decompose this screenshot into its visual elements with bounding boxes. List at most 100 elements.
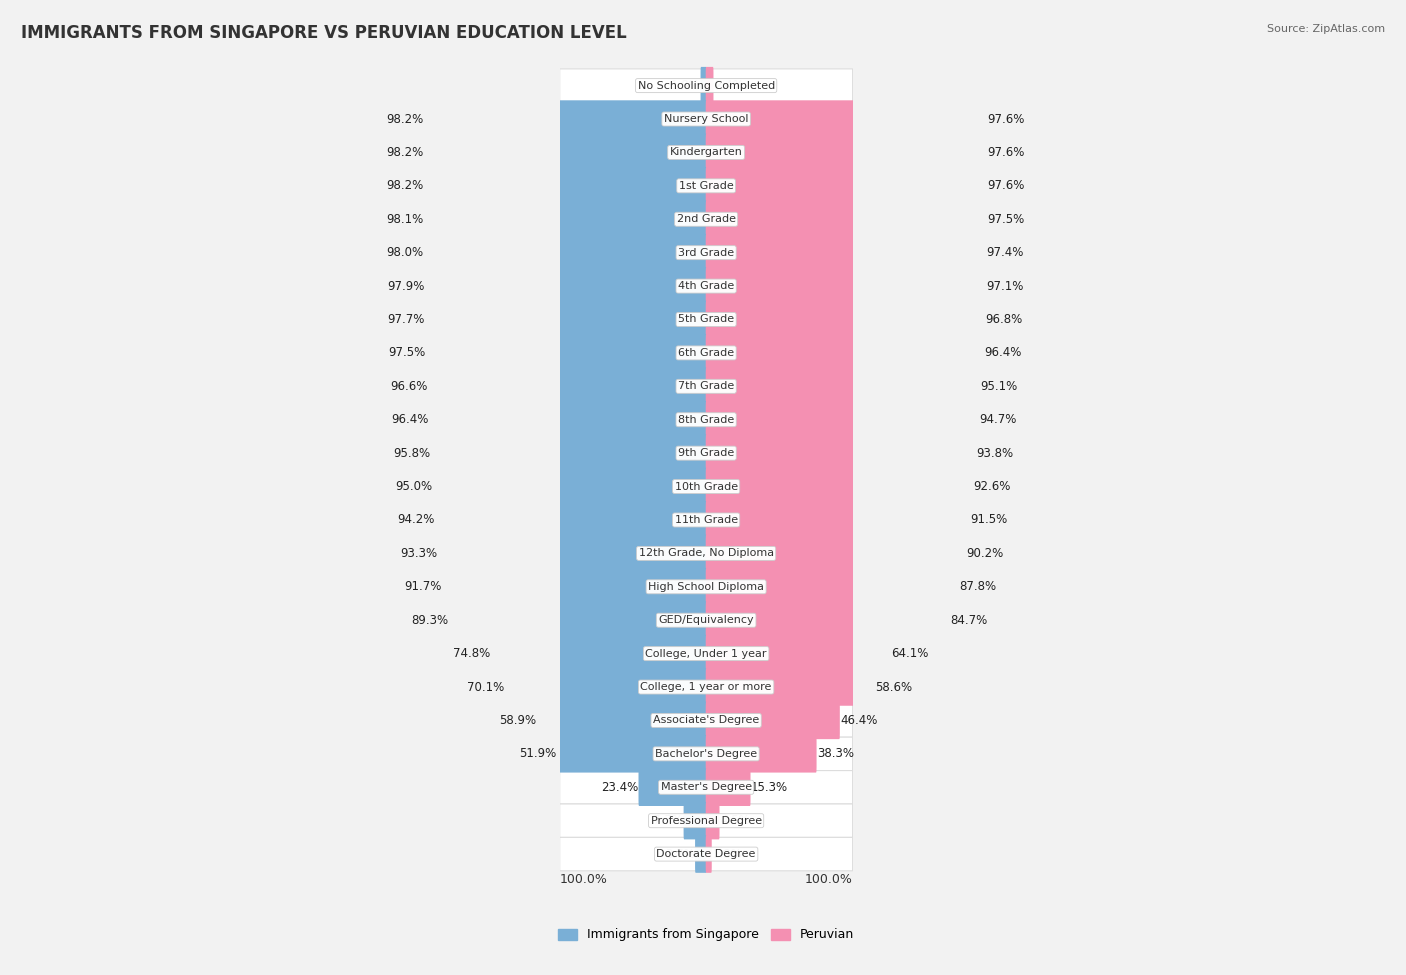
Text: 96.4%: 96.4% <box>391 413 429 426</box>
FancyBboxPatch shape <box>560 303 852 336</box>
Text: 96.6%: 96.6% <box>391 380 427 393</box>
Text: 100.0%: 100.0% <box>560 873 607 885</box>
Text: 64.1%: 64.1% <box>891 647 928 660</box>
FancyBboxPatch shape <box>429 368 707 405</box>
Text: 98.1%: 98.1% <box>387 213 423 226</box>
FancyBboxPatch shape <box>706 234 986 271</box>
Text: 97.6%: 97.6% <box>987 146 1025 159</box>
Text: 8th Grade: 8th Grade <box>678 414 734 425</box>
FancyBboxPatch shape <box>706 134 987 172</box>
Text: College, 1 year or more: College, 1 year or more <box>641 682 772 692</box>
Text: 91.5%: 91.5% <box>970 514 1007 526</box>
FancyBboxPatch shape <box>706 735 817 772</box>
Text: Source: ZipAtlas.com: Source: ZipAtlas.com <box>1267 24 1385 34</box>
Text: IMMIGRANTS FROM SINGAPORE VS PERUVIAN EDUCATION LEVEL: IMMIGRANTS FROM SINGAPORE VS PERUVIAN ED… <box>21 24 627 42</box>
FancyBboxPatch shape <box>560 69 852 102</box>
FancyBboxPatch shape <box>706 602 950 639</box>
Text: 97.1%: 97.1% <box>986 280 1024 292</box>
FancyBboxPatch shape <box>425 300 707 338</box>
FancyBboxPatch shape <box>706 300 984 338</box>
FancyBboxPatch shape <box>450 602 707 639</box>
Text: 94.2%: 94.2% <box>398 514 434 526</box>
FancyBboxPatch shape <box>443 568 707 605</box>
FancyBboxPatch shape <box>706 568 959 605</box>
FancyBboxPatch shape <box>423 100 707 137</box>
Text: 2.4%: 2.4% <box>714 79 744 92</box>
Text: College, Under 1 year: College, Under 1 year <box>645 648 766 659</box>
FancyBboxPatch shape <box>706 836 711 873</box>
Text: 4.5%: 4.5% <box>720 814 749 827</box>
Text: 23.4%: 23.4% <box>600 781 638 794</box>
Text: 98.0%: 98.0% <box>387 246 423 259</box>
FancyBboxPatch shape <box>706 67 713 104</box>
Text: 3.7%: 3.7% <box>665 847 695 861</box>
FancyBboxPatch shape <box>695 836 707 873</box>
Text: High School Diploma: High School Diploma <box>648 582 763 592</box>
FancyBboxPatch shape <box>430 435 707 472</box>
FancyBboxPatch shape <box>560 136 852 169</box>
FancyBboxPatch shape <box>560 604 852 637</box>
Text: GED/Equivalency: GED/Equivalency <box>658 615 754 625</box>
FancyBboxPatch shape <box>560 804 852 838</box>
FancyBboxPatch shape <box>437 534 707 572</box>
Text: Nursery School: Nursery School <box>664 114 748 124</box>
FancyBboxPatch shape <box>560 570 852 604</box>
Text: Professional Degree: Professional Degree <box>651 816 762 826</box>
Text: 1st Grade: 1st Grade <box>679 180 734 191</box>
FancyBboxPatch shape <box>706 201 987 238</box>
Text: 97.7%: 97.7% <box>387 313 425 326</box>
FancyBboxPatch shape <box>706 635 890 673</box>
Text: 3rd Grade: 3rd Grade <box>678 248 734 257</box>
Text: 97.5%: 97.5% <box>388 346 425 360</box>
Text: 58.9%: 58.9% <box>499 714 536 727</box>
Text: 93.8%: 93.8% <box>976 447 1014 459</box>
FancyBboxPatch shape <box>706 368 980 405</box>
Text: 38.3%: 38.3% <box>817 748 853 760</box>
Text: 98.2%: 98.2% <box>387 112 423 126</box>
FancyBboxPatch shape <box>706 501 969 538</box>
Text: 97.4%: 97.4% <box>987 246 1024 259</box>
Text: 2nd Grade: 2nd Grade <box>676 214 735 224</box>
FancyBboxPatch shape <box>706 702 839 739</box>
FancyBboxPatch shape <box>560 470 852 503</box>
Text: 46.4%: 46.4% <box>841 714 877 727</box>
FancyBboxPatch shape <box>560 102 852 136</box>
Text: No Schooling Completed: No Schooling Completed <box>637 81 775 91</box>
FancyBboxPatch shape <box>706 768 751 806</box>
Text: 5th Grade: 5th Grade <box>678 315 734 325</box>
FancyBboxPatch shape <box>425 234 707 271</box>
FancyBboxPatch shape <box>423 134 707 172</box>
FancyBboxPatch shape <box>560 704 852 737</box>
Text: 90.2%: 90.2% <box>966 547 1004 560</box>
Text: 95.8%: 95.8% <box>394 447 430 459</box>
Text: Kindergarten: Kindergarten <box>669 147 742 157</box>
Text: 58.6%: 58.6% <box>876 681 912 693</box>
Text: 97.6%: 97.6% <box>987 179 1025 192</box>
Text: 97.6%: 97.6% <box>987 112 1025 126</box>
FancyBboxPatch shape <box>706 468 973 505</box>
FancyBboxPatch shape <box>423 167 707 205</box>
Text: 70.1%: 70.1% <box>467 681 503 693</box>
FancyBboxPatch shape <box>560 503 852 536</box>
FancyBboxPatch shape <box>557 735 707 772</box>
Text: 4th Grade: 4th Grade <box>678 281 734 292</box>
Text: 100.0%: 100.0% <box>804 873 852 885</box>
FancyBboxPatch shape <box>560 637 852 671</box>
Legend: Immigrants from Singapore, Peruvian: Immigrants from Singapore, Peruvian <box>553 923 859 947</box>
FancyBboxPatch shape <box>706 334 983 371</box>
Text: 9th Grade: 9th Grade <box>678 448 734 458</box>
Text: Doctorate Degree: Doctorate Degree <box>657 849 756 859</box>
FancyBboxPatch shape <box>426 334 707 371</box>
Text: 94.7%: 94.7% <box>979 413 1017 426</box>
FancyBboxPatch shape <box>560 169 852 203</box>
Text: 1.8%: 1.8% <box>671 79 700 92</box>
FancyBboxPatch shape <box>706 802 720 839</box>
FancyBboxPatch shape <box>638 768 707 806</box>
Text: 74.8%: 74.8% <box>453 647 491 660</box>
FancyBboxPatch shape <box>706 401 979 439</box>
Text: 98.2%: 98.2% <box>387 179 423 192</box>
FancyBboxPatch shape <box>560 403 852 437</box>
Text: 93.3%: 93.3% <box>401 547 437 560</box>
Text: 97.9%: 97.9% <box>387 280 425 292</box>
FancyBboxPatch shape <box>706 100 987 137</box>
